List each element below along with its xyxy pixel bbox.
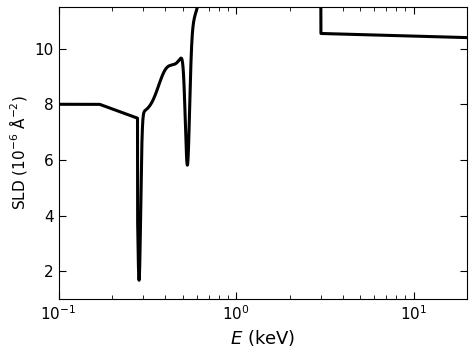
Y-axis label: SLD $(10^{-6}\ \mathrm{\AA}^{-2})$: SLD $(10^{-6}\ \mathrm{\AA}^{-2})$ (7, 95, 29, 210)
X-axis label: $E$ (keV): $E$ (keV) (230, 328, 295, 348)
